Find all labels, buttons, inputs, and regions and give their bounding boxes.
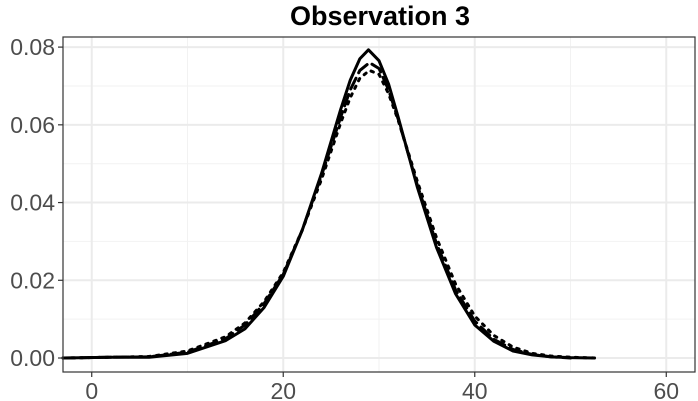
- y-tick-label: 0.04: [10, 190, 55, 216]
- y-tick-label: 0.06: [10, 112, 55, 138]
- y-tick-label: 0.08: [10, 34, 55, 60]
- y-tick-label: 0.00: [10, 345, 55, 371]
- x-tick-label: 20: [270, 378, 296, 401]
- solid-density-line: [61, 48, 596, 360]
- minor-gridlines: [63, 37, 695, 372]
- y-axis: 0.00 0.02 0.04 0.06 0.08: [10, 34, 63, 371]
- x-tick-label: 0: [85, 378, 98, 401]
- y-tick-label: 0.02: [10, 267, 55, 293]
- chart-title: Observation 3: [290, 1, 470, 31]
- major-gridlines: [63, 37, 695, 372]
- x-tick-label: 60: [653, 378, 679, 401]
- dashed-density-line: [61, 61, 573, 360]
- panel-border: [62, 36, 696, 373]
- series-lines: [61, 48, 596, 360]
- dotted-density-line: [61, 68, 596, 360]
- x-tick-label: 40: [462, 378, 488, 401]
- x-axis: 0 20 40 60: [85, 372, 679, 401]
